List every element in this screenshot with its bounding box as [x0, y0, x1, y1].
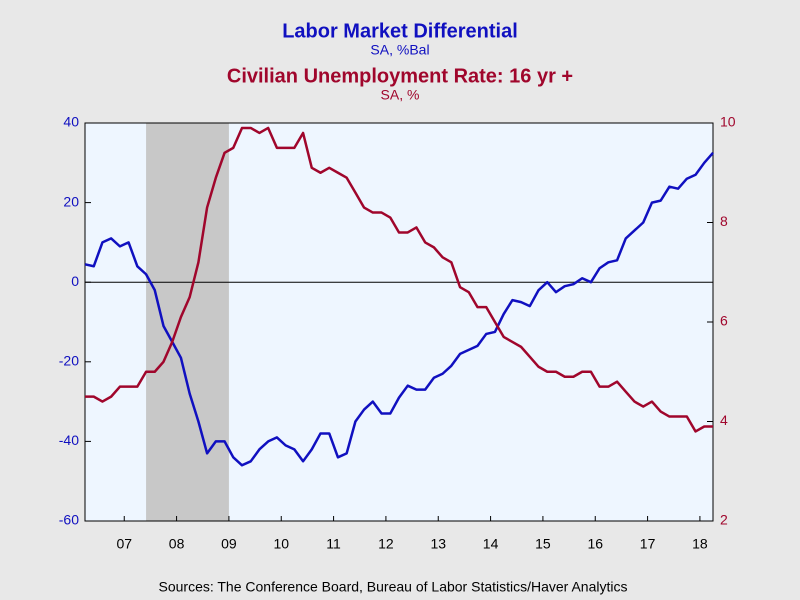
plot-frame: [84, 122, 714, 522]
x-tick-label: 16: [587, 536, 603, 552]
series-line: [85, 126, 713, 433]
y2-tick-label: 4: [720, 412, 728, 428]
x-tick-label: 17: [640, 536, 656, 552]
y-tick-label: -20: [59, 353, 79, 369]
y-tick-label: 40: [63, 114, 79, 130]
recession-shade: [146, 123, 229, 521]
y2-tick-label: 10: [720, 114, 736, 130]
y2-tick-label: 2: [720, 512, 728, 528]
series-title: Civilian Unemployment Rate: 16 yr +: [227, 65, 573, 87]
x-tick-label: 15: [535, 536, 551, 552]
source-note: Sources: The Conference Board, Bureau of…: [159, 579, 628, 595]
series-title: Labor Market Differential: [282, 20, 518, 42]
x-tick-label: 08: [169, 536, 185, 552]
y2-tick-label: 8: [720, 213, 728, 229]
y-tick-label: -40: [59, 432, 79, 448]
x-tick-label: 18: [692, 536, 708, 552]
series-units: SA, %Bal: [370, 42, 429, 58]
y2-tick-label: 6: [720, 313, 728, 329]
x-tick-label: 07: [116, 536, 132, 552]
series-line: [84, 152, 714, 467]
x-tick-label: 11: [326, 536, 341, 552]
x-tick-label: 12: [378, 536, 394, 552]
y-tick-label: 20: [63, 193, 79, 209]
y-tick-label: 0: [71, 273, 79, 289]
x-tick-label: 09: [221, 536, 237, 552]
series-units: SA, %: [381, 87, 420, 103]
x-tick-label: 13: [430, 536, 446, 552]
x-tick-label: 10: [273, 536, 289, 552]
y-tick-label: -60: [59, 512, 79, 528]
x-tick-label: 14: [483, 536, 499, 552]
